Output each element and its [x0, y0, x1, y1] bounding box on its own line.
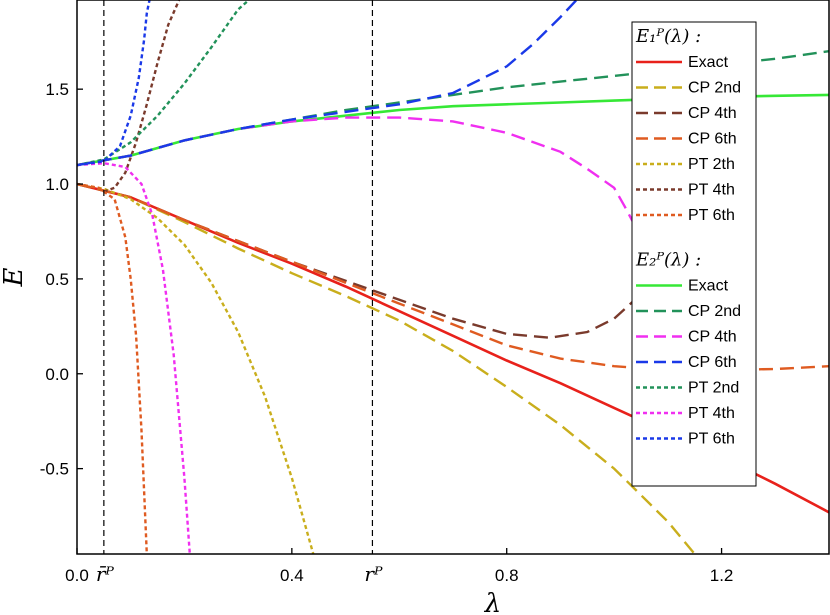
x-tick-label: 0.4	[280, 566, 304, 585]
y-tick-label: -0.5	[40, 460, 69, 479]
legend-label: PT 4th	[688, 182, 735, 199]
plot-frame	[76, 0, 830, 555]
legend-label: PT 6th	[688, 207, 735, 224]
reference-line-label-1: rᴾ	[364, 562, 383, 586]
series-line-1	[77, 182, 696, 554]
legend-label: CP 6th	[688, 354, 737, 371]
series-line-11	[77, 0, 250, 167]
y-axis-ticks: -0.5 0.0 0.5 1.0 1.5	[40, 80, 83, 479]
series-line-10	[77, 0, 578, 167]
series-line-13	[77, 0, 151, 167]
y-tick-label: 1.0	[45, 175, 69, 194]
x-axis-ticks: 0.0 0.4 0.8 1.2	[65, 548, 733, 585]
legend-label: PT 2th	[688, 156, 735, 173]
legend-label: CP 4th	[688, 105, 737, 122]
legend-group-title: E₂ᴾ(λ) :	[635, 250, 701, 271]
series-line-5	[103, 0, 181, 193]
series-line-4	[77, 182, 315, 554]
series-line-2	[77, 182, 659, 339]
series-line-6	[77, 182, 148, 554]
y-tick-label: 0.5	[45, 270, 69, 289]
legend-label: PT 4th	[688, 405, 735, 422]
x-tick-label: 0.0	[65, 566, 89, 585]
legend-label: CP 2nd	[688, 303, 741, 320]
series-line-12	[77, 161, 191, 554]
legend-label: Exact	[688, 54, 729, 71]
x-axis-title: λ	[484, 589, 501, 615]
y-tick-label: 0.0	[45, 365, 69, 384]
series-line-9	[77, 116, 659, 276]
reference-lines: r̄ᴾ rᴾ	[96, 0, 383, 586]
y-axis-title: E	[0, 267, 29, 287]
legend-label: PT 6th	[688, 431, 735, 448]
x-tick-label: 0.8	[495, 566, 519, 585]
legend-label: Exact	[688, 278, 729, 295]
legend-box	[631, 21, 757, 487]
legend: E₁ᴾ(λ) : Exact CP 2nd CP 4th CP 6th PT 2th PT …	[631, 21, 757, 487]
legend-label: PT 2nd	[688, 380, 739, 397]
y-tick-label: 1.5	[45, 80, 69, 99]
legend-label: CP 6th	[688, 131, 737, 148]
legend-label: CP 2nd	[688, 80, 741, 97]
reference-line-label-0: r̄ᴾ	[96, 562, 115, 586]
legend-label: CP 4th	[688, 329, 737, 346]
legend-group-title: E₁ᴾ(λ) :	[635, 26, 701, 47]
x-tick-label: 1.2	[710, 566, 734, 585]
